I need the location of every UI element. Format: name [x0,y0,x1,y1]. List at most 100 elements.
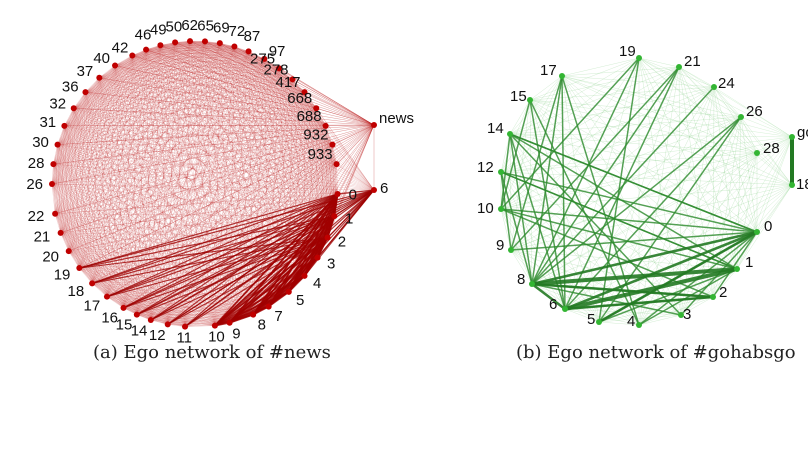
strong-edge [531,267,738,286]
strong-edge [106,236,328,298]
edge [264,58,335,217]
node-21 [676,64,682,70]
edge [248,51,254,315]
edge [106,91,305,297]
edge [175,42,333,145]
edge [114,65,333,145]
node-label-9: 9 [496,237,504,254]
edge [114,65,338,195]
hub-edge [73,107,375,126]
edge [99,77,305,277]
edge [51,183,335,217]
edge [304,91,317,109]
node-label-32: 32 [49,95,66,112]
edge [123,307,230,323]
edge [99,68,280,78]
node-21 [57,229,64,236]
edge [55,189,375,214]
edge [54,43,220,214]
edge [136,68,280,315]
edge [79,91,305,269]
edge [145,49,186,327]
edge [531,184,793,285]
medium-edge [509,133,682,316]
edge [136,125,326,315]
edge [167,41,206,325]
edge [114,65,317,109]
edge [316,108,337,165]
edge [51,183,375,191]
edge [204,41,269,307]
edge [740,116,758,233]
edge [55,213,230,323]
edge [85,42,176,93]
edge [53,164,93,284]
edge [561,75,738,270]
edge [85,91,338,195]
edge [51,46,235,185]
edge [136,314,186,327]
edge [123,43,220,308]
edge [79,65,116,269]
edge [64,68,280,127]
edge [500,171,793,186]
edge [68,251,137,315]
edge [167,324,215,326]
medium-edge [531,66,680,285]
edge [132,41,206,56]
edge [132,55,168,325]
edge [51,183,186,327]
node-16 [120,304,127,311]
edge [204,41,280,69]
edge [64,41,206,126]
edge [234,46,305,93]
edge [68,55,133,252]
edge [57,125,326,145]
node-20 [65,248,72,255]
edge [132,51,249,56]
edge [114,65,337,165]
node-668 [313,105,320,112]
edge [99,40,191,78]
edge [509,57,640,135]
edge [51,183,56,214]
edge [73,108,328,238]
edge [509,99,531,135]
hub-edge [114,65,375,126]
edge [68,40,191,252]
edge [85,91,337,165]
strong-edge [228,193,339,324]
edge [564,57,640,310]
edge [304,92,338,195]
edge [91,43,220,284]
edge [53,164,124,308]
edge [248,51,333,145]
node-417 [301,89,308,96]
edge [150,91,305,321]
edge [145,49,305,277]
edge [60,77,100,233]
edge [64,125,80,269]
edge [73,108,168,325]
edge [219,43,305,93]
edge [99,77,337,165]
edge [73,40,191,109]
edge [160,45,289,293]
edge [146,49,249,52]
edge [115,65,280,69]
edge [214,68,280,326]
edge [678,66,758,154]
edge [123,79,293,308]
edge [509,133,793,186]
edge [160,45,186,327]
edge [123,307,168,325]
node-label-46: 46 [135,26,152,43]
edge [68,68,280,252]
edge [55,108,317,214]
edge [252,79,293,315]
edge [106,296,168,325]
node-label-9: 9 [232,325,240,342]
edge [64,125,216,326]
edge [53,46,235,165]
medium-edge [500,171,758,233]
